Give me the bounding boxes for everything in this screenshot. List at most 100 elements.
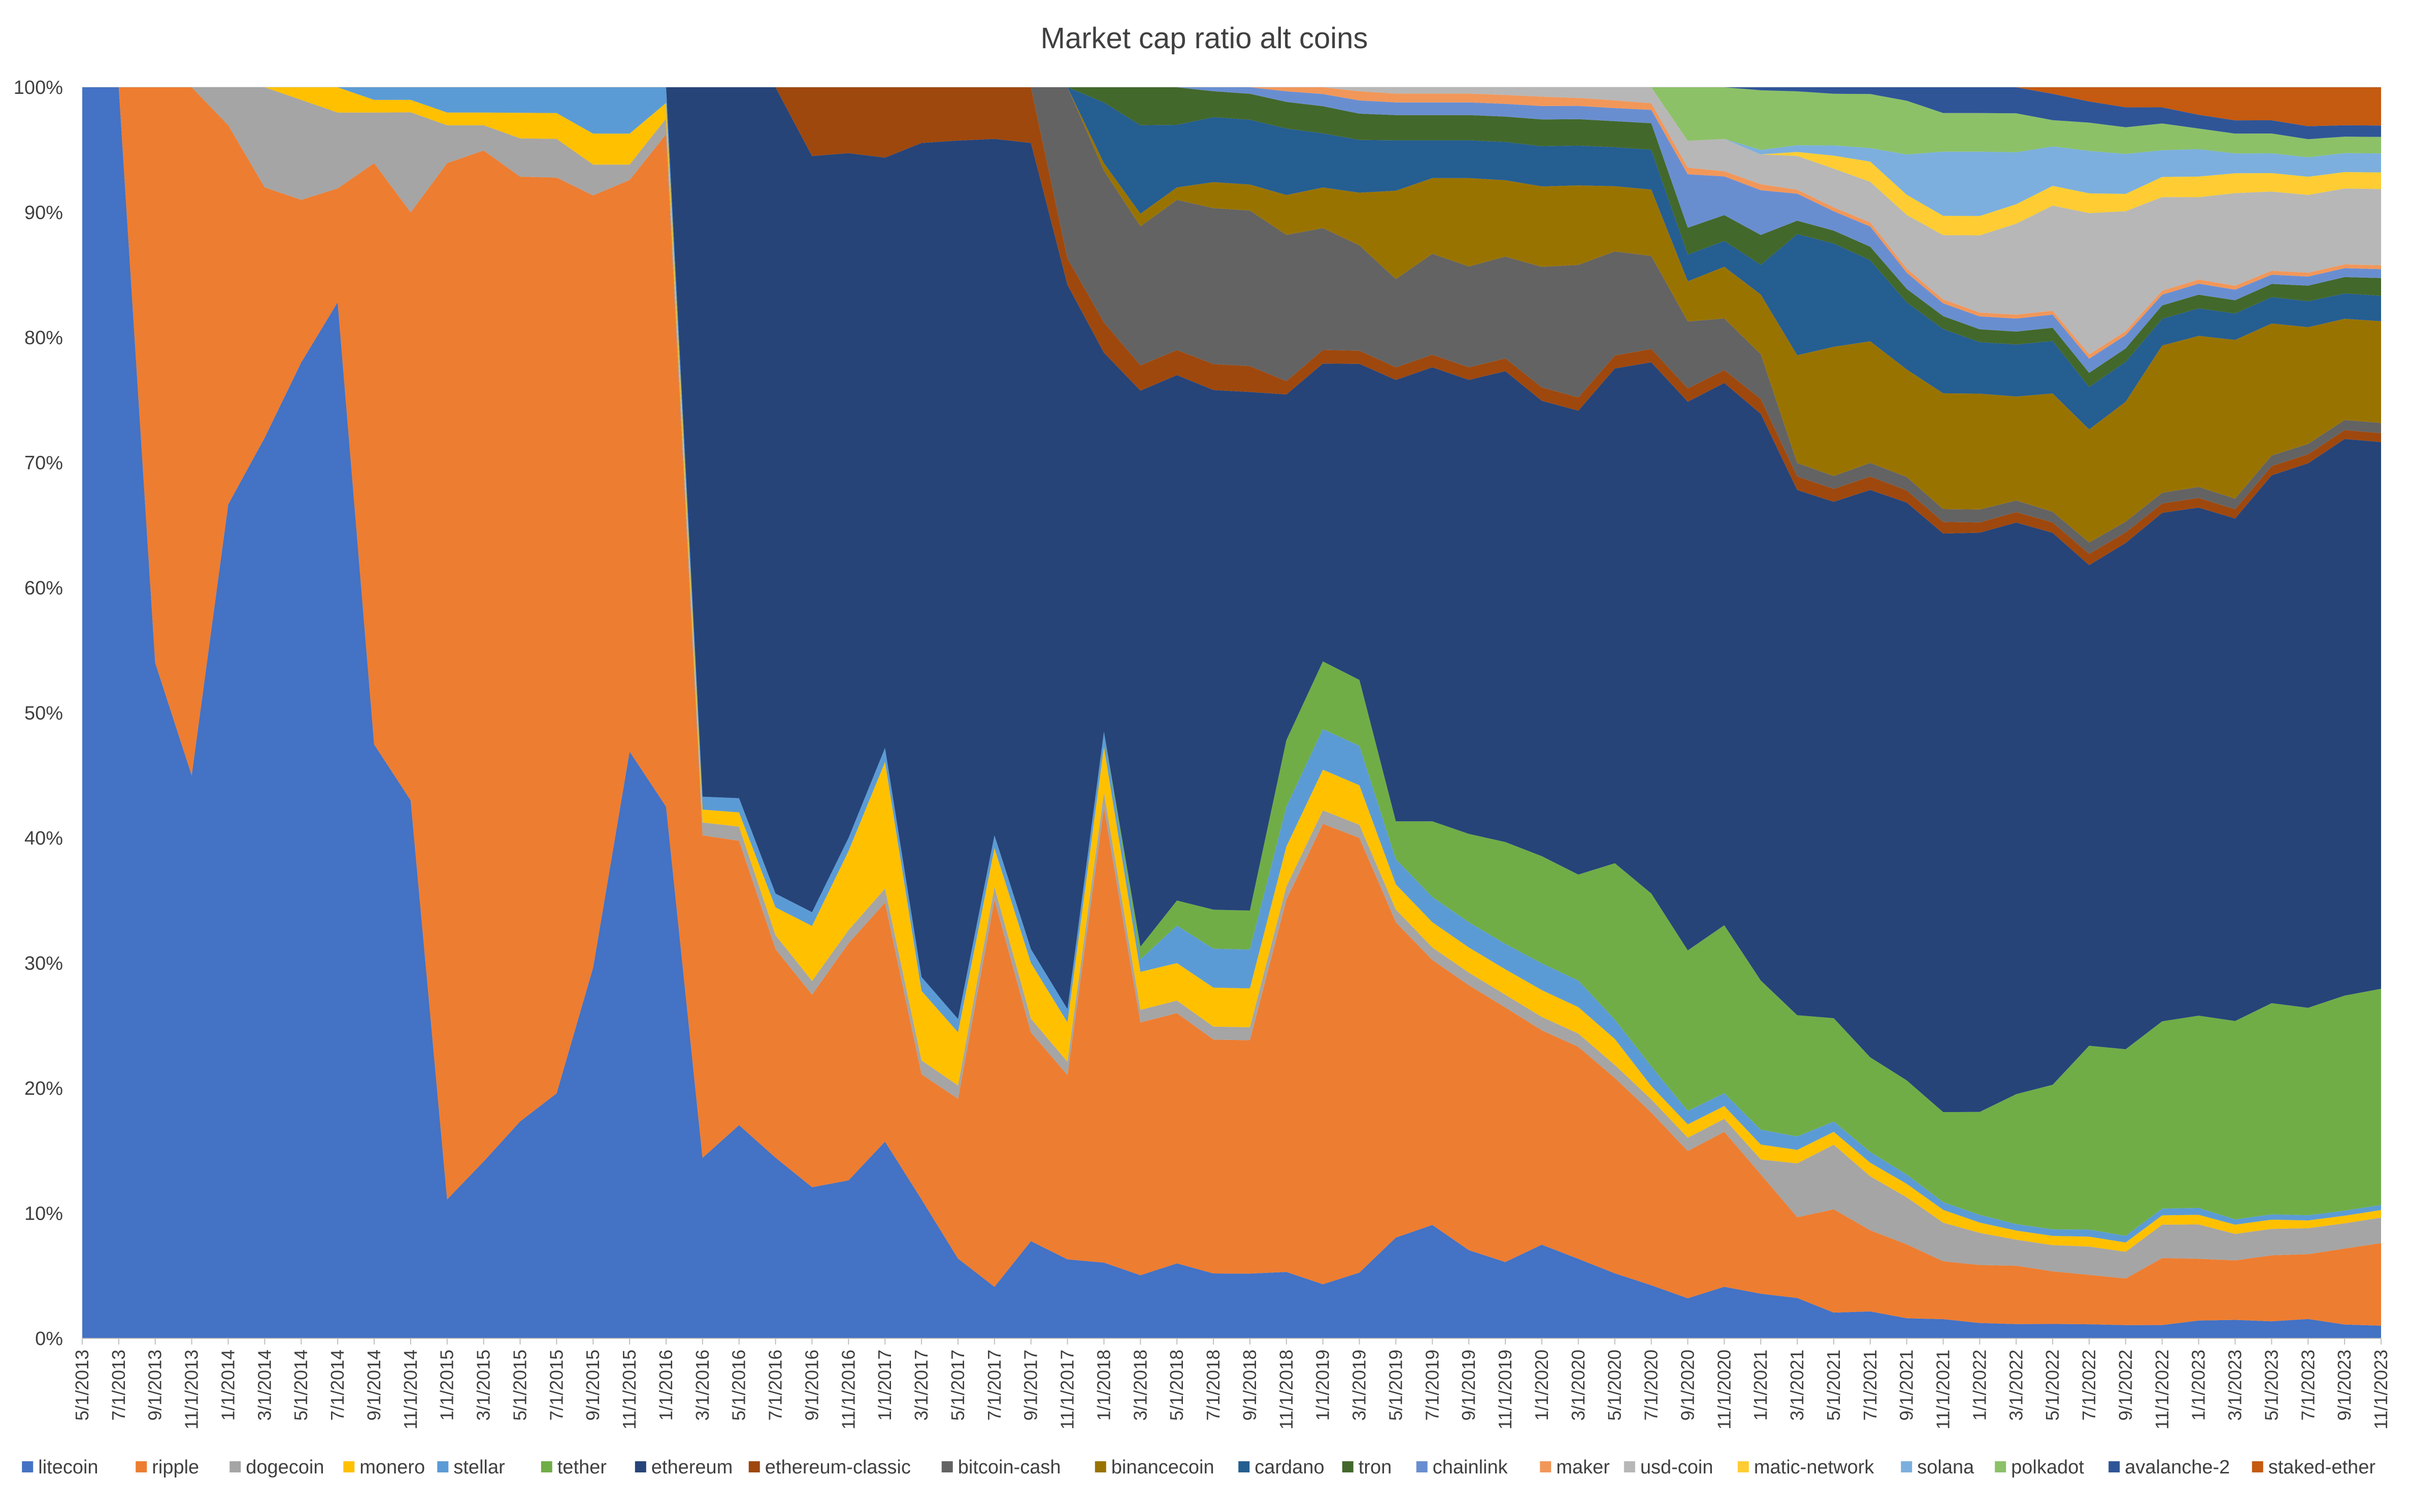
legend-swatch-solana bbox=[1901, 1461, 1912, 1472]
x-tick-label: 5/1/2020 bbox=[1604, 1350, 1625, 1421]
x-tick-label: 3/1/2017 bbox=[911, 1350, 932, 1421]
area-ethereum-classic bbox=[82, 87, 2381, 565]
area-staked-ether bbox=[82, 87, 2381, 126]
x-tick-label: 5/1/2013 bbox=[72, 1350, 92, 1421]
legend-label-usd-coin: usd-coin bbox=[1640, 1457, 1713, 1478]
legend-swatch-polkadot bbox=[1995, 1461, 2006, 1472]
y-tick-label: 40% bbox=[24, 828, 63, 849]
x-tick-label: 7/1/2020 bbox=[1641, 1350, 1662, 1421]
x-tick-label: 11/1/2014 bbox=[400, 1350, 421, 1429]
y-tick-label: 10% bbox=[24, 1203, 63, 1225]
x-tick-label: 11/1/2023 bbox=[2370, 1350, 2391, 1429]
legend-swatch-staked-ether bbox=[2252, 1461, 2263, 1472]
legend-swatch-tron bbox=[1342, 1461, 1354, 1472]
x-tick-label: 1/1/2022 bbox=[1969, 1350, 1990, 1421]
x-tick-label: 1/1/2018 bbox=[1093, 1350, 1114, 1421]
x-tick-label: 7/1/2018 bbox=[1203, 1350, 1224, 1421]
legend-swatch-dogecoin bbox=[229, 1461, 241, 1472]
area-series-group bbox=[82, 87, 2381, 1338]
x-tick-label: 9/1/2023 bbox=[2334, 1350, 2355, 1421]
legend-label-tether: tether bbox=[557, 1457, 607, 1478]
y-tick-label: 30% bbox=[24, 953, 63, 975]
legend-label-tron: tron bbox=[1359, 1457, 1392, 1478]
legend: litecoin ripple dogecoin monero stellar tethe… bbox=[22, 1457, 2375, 1478]
x-tick-label: 1/1/2016 bbox=[655, 1350, 676, 1421]
y-tick-label: 20% bbox=[24, 1078, 63, 1099]
x-tick-label: 5/1/2022 bbox=[2042, 1350, 2063, 1421]
legend-label-ethereum: ethereum bbox=[651, 1457, 733, 1478]
legend-swatch-litecoin bbox=[22, 1461, 34, 1472]
x-tick-label: 5/1/2021 bbox=[1823, 1350, 1844, 1421]
x-tick-label: 7/1/2021 bbox=[1860, 1350, 1880, 1421]
x-tick-label: 3/1/2016 bbox=[692, 1350, 713, 1421]
legend-swatch-bitcoin-cash bbox=[941, 1461, 953, 1472]
x-tick-label: 7/1/2017 bbox=[984, 1350, 1005, 1421]
legend-label-matic-network: matic-network bbox=[1754, 1457, 1874, 1478]
x-tick-label: 9/1/2017 bbox=[1020, 1350, 1041, 1421]
y-axis: 0% 10% 20% 30% 40% 50% 60% 70% 80% 90% 100% bbox=[14, 77, 63, 1350]
x-tick-label: 11/1/2016 bbox=[838, 1350, 859, 1429]
x-tick-label: 3/1/2021 bbox=[1787, 1350, 1807, 1421]
x-tick-label: 9/1/2015 bbox=[582, 1350, 603, 1421]
area-litecoin bbox=[82, 87, 2381, 1338]
legend-swatch-maker bbox=[1540, 1461, 1552, 1472]
legend-swatch-ethereum bbox=[635, 1461, 646, 1472]
x-tick-label: 5/1/2016 bbox=[729, 1350, 749, 1421]
area-bitcoin-cash bbox=[82, 87, 2381, 554]
x-tick-label: 9/1/2013 bbox=[145, 1350, 166, 1421]
x-tick-label: 3/1/2020 bbox=[1568, 1350, 1589, 1421]
y-tick-label: 100% bbox=[14, 77, 63, 98]
x-tick-label: 11/1/2019 bbox=[1495, 1350, 1515, 1429]
x-tick-label: 7/1/2019 bbox=[1422, 1350, 1442, 1421]
y-tick-label: 50% bbox=[24, 703, 63, 724]
x-tick-label: 9/1/2019 bbox=[1458, 1350, 1479, 1421]
x-tick-label: 11/1/2018 bbox=[1276, 1350, 1297, 1429]
area-binancecoin bbox=[82, 87, 2381, 543]
x-axis: 5/1/2013 7/1/2013 9/1/2013 11/1/2013 1/1/201… bbox=[72, 1338, 2391, 1429]
legend-label-cardano: cardano bbox=[1255, 1457, 1324, 1478]
legend-label-ripple: ripple bbox=[152, 1457, 199, 1478]
legend-label-monero: monero bbox=[359, 1457, 425, 1478]
y-tick-label: 0% bbox=[35, 1328, 63, 1350]
x-tick-label: 5/1/2023 bbox=[2261, 1350, 2282, 1421]
x-tick-label: 7/1/2015 bbox=[546, 1350, 567, 1421]
legend-swatch-binancecoin bbox=[1095, 1461, 1106, 1472]
x-tick-label: 7/1/2016 bbox=[765, 1350, 786, 1421]
y-tick-label: 90% bbox=[24, 203, 63, 224]
x-tick-label: 11/1/2013 bbox=[181, 1350, 202, 1429]
legend-label-maker: maker bbox=[1556, 1457, 1610, 1478]
x-tick-label: 9/1/2016 bbox=[802, 1350, 822, 1421]
legend-label-bitcoin-cash: bitcoin-cash bbox=[958, 1457, 1061, 1478]
legend-label-litecoin: litecoin bbox=[38, 1457, 98, 1478]
x-tick-label: 3/1/2019 bbox=[1349, 1350, 1370, 1421]
x-tick-label: 11/1/2020 bbox=[1713, 1350, 1734, 1429]
x-tick-label: 5/1/2015 bbox=[510, 1350, 531, 1421]
x-tick-label: 5/1/2018 bbox=[1166, 1350, 1187, 1421]
x-tick-label: 5/1/2014 bbox=[290, 1350, 311, 1421]
x-tick-label: 9/1/2021 bbox=[1896, 1350, 1917, 1421]
x-tick-label: 11/1/2015 bbox=[619, 1350, 640, 1429]
legend-swatch-avalanche-2 bbox=[2108, 1461, 2120, 1472]
x-tick-label: 1/1/2014 bbox=[218, 1350, 239, 1421]
area-ethereum bbox=[82, 87, 2381, 1113]
x-tick-label: 5/1/2017 bbox=[947, 1350, 968, 1421]
legend-label-stellar: stellar bbox=[453, 1457, 505, 1478]
x-tick-label: 7/1/2022 bbox=[2078, 1350, 2099, 1421]
x-tick-label: 1/1/2021 bbox=[1750, 1350, 1771, 1421]
x-tick-label: 7/1/2023 bbox=[2297, 1350, 2318, 1421]
x-tick-label: 1/1/2020 bbox=[1531, 1350, 1552, 1421]
x-tick-label: 11/1/2022 bbox=[2152, 1350, 2172, 1429]
x-tick-label: 9/1/2022 bbox=[2115, 1350, 2136, 1421]
x-tick-label: 5/1/2019 bbox=[1385, 1350, 1406, 1421]
legend-swatch-ripple bbox=[136, 1461, 147, 1472]
y-tick-label: 70% bbox=[24, 453, 63, 474]
legend-swatch-tether bbox=[541, 1461, 552, 1472]
legend-swatch-stellar bbox=[437, 1461, 449, 1472]
x-tick-label: 1/1/2015 bbox=[437, 1350, 457, 1421]
x-tick-label: 3/1/2023 bbox=[2225, 1350, 2246, 1421]
x-tick-label: 3/1/2018 bbox=[1130, 1350, 1150, 1421]
y-tick-label: 80% bbox=[24, 327, 63, 349]
x-tick-label: 3/1/2022 bbox=[2005, 1350, 2026, 1421]
